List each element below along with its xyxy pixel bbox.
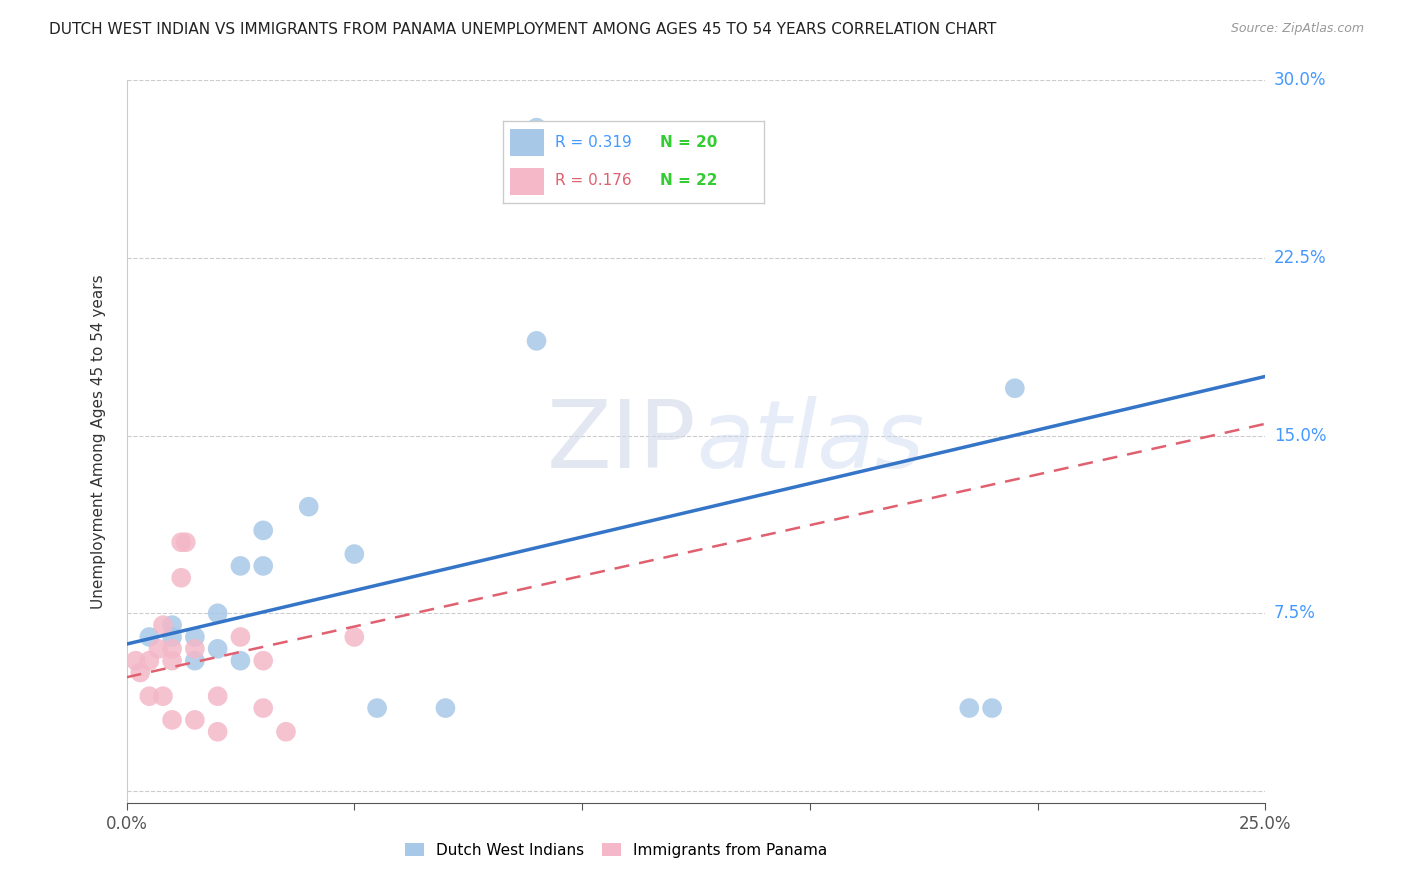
Point (184, 641, 207, 656)
Text: DUTCH WEST INDIAN VS IMMIGRANTS FROM PANAMA UNEMPLOYMENT AMONG AGES 45 TO 54 YEA: DUTCH WEST INDIAN VS IMMIGRANTS FROM PAN… (49, 22, 997, 37)
Point (129, 665, 152, 680)
Point (207, 641, 229, 656)
Point (229, 630, 252, 644)
Point (229, 654, 252, 668)
Point (160, 630, 183, 644)
Point (526, 120, 548, 135)
Y-axis label: Unemployment Among Ages 45 to 54 years: Unemployment Among Ages 45 to 54 years (91, 274, 105, 609)
Point (207, 607, 229, 621)
Point (138, 654, 160, 668)
Point (138, 630, 160, 644)
Point (160, 641, 183, 656)
Point (434, 701, 457, 715)
Point (184, 713, 207, 727)
Text: 30.0%: 30.0% (1274, 71, 1326, 89)
Point (160, 618, 183, 632)
Text: N = 22: N = 22 (659, 173, 717, 188)
Point (174, 535, 197, 549)
Point (160, 713, 183, 727)
FancyBboxPatch shape (510, 129, 544, 156)
Point (207, 689, 229, 703)
Text: 7.5%: 7.5% (1274, 604, 1316, 623)
Text: Source: ZipAtlas.com: Source: ZipAtlas.com (1230, 22, 1364, 36)
Text: 22.5%: 22.5% (1274, 249, 1326, 267)
Point (274, 724, 297, 739)
Point (184, 654, 207, 668)
Point (148, 641, 170, 656)
Text: R = 0.176: R = 0.176 (555, 173, 631, 188)
Text: atlas: atlas (696, 396, 924, 487)
FancyBboxPatch shape (510, 168, 544, 195)
Point (252, 524, 274, 538)
Point (184, 630, 207, 644)
Point (343, 630, 366, 644)
Text: 15.0%: 15.0% (1274, 426, 1326, 444)
Point (526, 334, 548, 348)
Point (298, 500, 321, 514)
Point (981, 701, 1004, 715)
Point (152, 689, 174, 703)
Point (252, 701, 274, 715)
Point (160, 654, 183, 668)
Point (170, 571, 193, 585)
Point (252, 654, 274, 668)
Text: ZIP: ZIP (547, 395, 696, 488)
Point (343, 547, 366, 561)
Text: R = 0.319: R = 0.319 (555, 135, 631, 150)
Point (138, 689, 160, 703)
Point (366, 701, 388, 715)
Point (207, 724, 229, 739)
Text: N = 20: N = 20 (659, 135, 717, 150)
Legend: Dutch West Indians, Immigrants from Panama: Dutch West Indians, Immigrants from Pana… (399, 837, 834, 863)
Point (957, 701, 980, 715)
Point (1004, 381, 1026, 395)
Point (124, 654, 146, 668)
Point (229, 558, 252, 573)
Point (152, 618, 174, 632)
Point (170, 535, 193, 549)
Point (252, 558, 274, 573)
